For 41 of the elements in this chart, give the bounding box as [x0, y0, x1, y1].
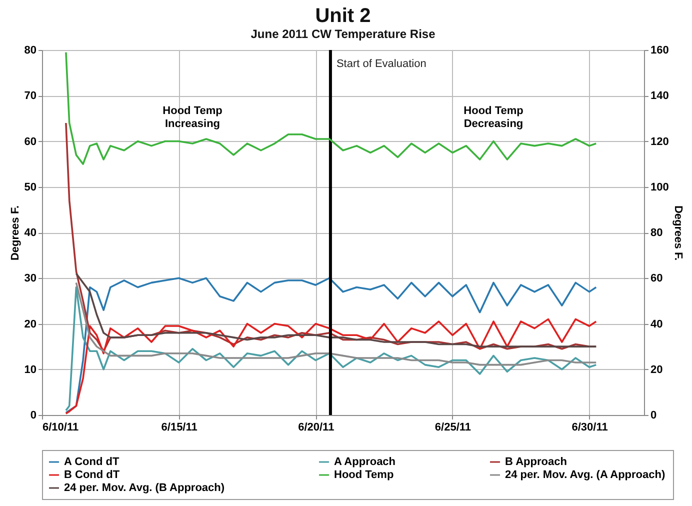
y-axis-title: Degrees F. — [9, 205, 22, 261]
x-tick-label: 6/25/11 — [434, 422, 471, 434]
y2-tick-label: 160 — [650, 44, 669, 56]
legend-label: B Cond dT — [64, 469, 120, 481]
y2-tick-label: 140 — [650, 90, 669, 102]
annotation: Hood Temp Increasing — [162, 105, 223, 130]
x-tick-label: 6/15/11 — [161, 422, 198, 434]
chart-subtitle: June 2011 CW Temperature Rise — [250, 27, 436, 41]
legend-label: B Approach — [505, 456, 568, 468]
y-tick-label: 50 — [24, 181, 36, 194]
y2-tick-label: 0 — [650, 410, 657, 422]
annotation: Hood Temp Decreasing — [464, 105, 524, 130]
x-tick-label: 6/30/11 — [572, 422, 608, 434]
y-tick-label: 80 — [24, 44, 36, 56]
y2-tick-label: 20 — [650, 364, 663, 376]
y2-axis-title: Degrees F. — [672, 205, 684, 261]
y2-tick-label: 120 — [650, 136, 669, 148]
y-tick-label: 20 — [24, 318, 36, 330]
y2-tick-label: 100 — [650, 181, 669, 194]
y2-tick-label: 60 — [650, 272, 663, 285]
y-tick-label: 70 — [24, 90, 36, 102]
y-tick-label: 60 — [24, 136, 36, 148]
y-tick-label: 0 — [30, 410, 36, 422]
y2-tick-label: 80 — [650, 227, 663, 239]
line-series — [75, 272, 598, 348]
line-series — [75, 282, 598, 366]
ref-line-label: Start of Evaluation — [336, 58, 426, 70]
x-tick-label: 6/20/11 — [298, 422, 334, 434]
chart-title: Unit 2 — [315, 5, 371, 27]
x-tick-label: 6/10/11 — [42, 422, 79, 434]
y-tick-label: 40 — [24, 227, 36, 239]
legend-label: Hood Temp — [334, 469, 394, 481]
y-tick-label: 10 — [24, 364, 36, 376]
line-series — [65, 51, 598, 165]
legend-label: A Approach — [334, 456, 396, 468]
legend-label: A Cond dT — [64, 456, 120, 468]
y2-tick-label: 40 — [650, 318, 663, 330]
legend-label: 24 per. Mov. Avg. (B Approach) — [64, 482, 225, 494]
legend-label: 24 per. Mov. Avg. (A Approach) — [505, 469, 666, 481]
y-tick-label: 30 — [24, 272, 36, 285]
line-series — [65, 318, 598, 415]
